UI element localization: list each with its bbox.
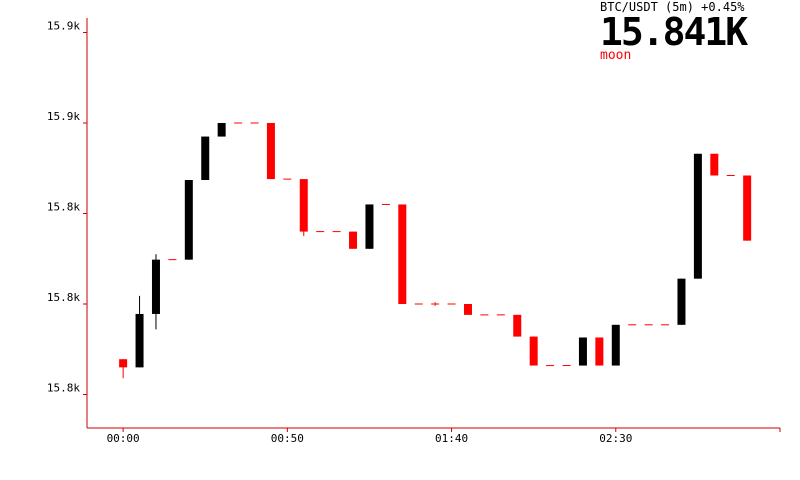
- chart-axes: [86, 18, 780, 429]
- candle-body: [513, 314, 522, 337]
- candle: [398, 204, 407, 305]
- sentiment-comment: moon: [600, 48, 632, 63]
- candle: [743, 175, 752, 241]
- x-tick-label: 00:50: [271, 432, 304, 445]
- candle-body: [151, 259, 160, 314]
- y-tick-label: 15.9k: [47, 110, 80, 123]
- candle: [119, 359, 128, 379]
- candle-body: [710, 153, 719, 176]
- candle-body: [201, 136, 210, 181]
- candle-body: [743, 175, 752, 241]
- y-tick-label: 15.9k: [47, 19, 80, 32]
- y-tick-label: 15.8k: [47, 382, 80, 395]
- x-tick-label: 00:00: [107, 432, 140, 445]
- x-tick-label: 01:40: [435, 432, 468, 445]
- candle-body: [217, 122, 226, 137]
- candles: [119, 122, 752, 379]
- candle: [595, 337, 604, 366]
- candle: [365, 204, 374, 249]
- candle-body: [135, 313, 144, 368]
- timeframe: (5m): [665, 0, 694, 14]
- candle-body: [349, 231, 358, 249]
- pair-info: BTC/USDT (5m) +0.45%: [600, 0, 780, 14]
- candle: [513, 314, 522, 337]
- candle-body: [365, 204, 374, 249]
- candle-body: [595, 337, 604, 366]
- y-tick-label: 15.8k: [47, 291, 80, 304]
- candle: [151, 254, 160, 330]
- candle-body: [398, 204, 407, 305]
- x-ticks: 00:00 00:50 01:40 02:30: [107, 428, 781, 445]
- candle: [349, 231, 358, 249]
- candle: [266, 122, 275, 180]
- candle: [693, 153, 702, 279]
- candle: [431, 302, 440, 306]
- candle-body: [463, 304, 472, 315]
- price-change: +0.45%: [701, 0, 745, 14]
- candle-body: [119, 359, 128, 368]
- pair-symbol: BTC/USDT: [600, 0, 658, 14]
- x-tick-label: 02:30: [599, 432, 632, 445]
- ticker-header: BTC/USDT (5m) +0.45% 15.841K moon: [600, 0, 780, 63]
- candle: [299, 179, 308, 237]
- y-tick-label: 15.8k: [47, 200, 80, 213]
- current-price: 15.841K: [600, 10, 748, 54]
- candle: [529, 336, 538, 366]
- candle: [184, 180, 193, 260]
- candle: [611, 324, 620, 366]
- candle: [677, 278, 686, 325]
- candle: [463, 304, 472, 315]
- candle-body: [299, 179, 308, 232]
- candle: [217, 122, 226, 137]
- candle-body: [184, 180, 193, 260]
- candle-body: [529, 336, 538, 366]
- candle-body: [693, 153, 702, 279]
- candle-body: [611, 324, 620, 366]
- candle: [710, 153, 719, 176]
- candle: [578, 337, 587, 366]
- candle-body: [677, 278, 686, 325]
- y-ticks: 15.9k 15.9k 15.8k 15.8k 15.8k: [47, 19, 87, 396]
- candle-body: [578, 337, 587, 366]
- candle: [135, 295, 144, 368]
- candle-body: [266, 122, 275, 180]
- candle: [201, 136, 210, 181]
